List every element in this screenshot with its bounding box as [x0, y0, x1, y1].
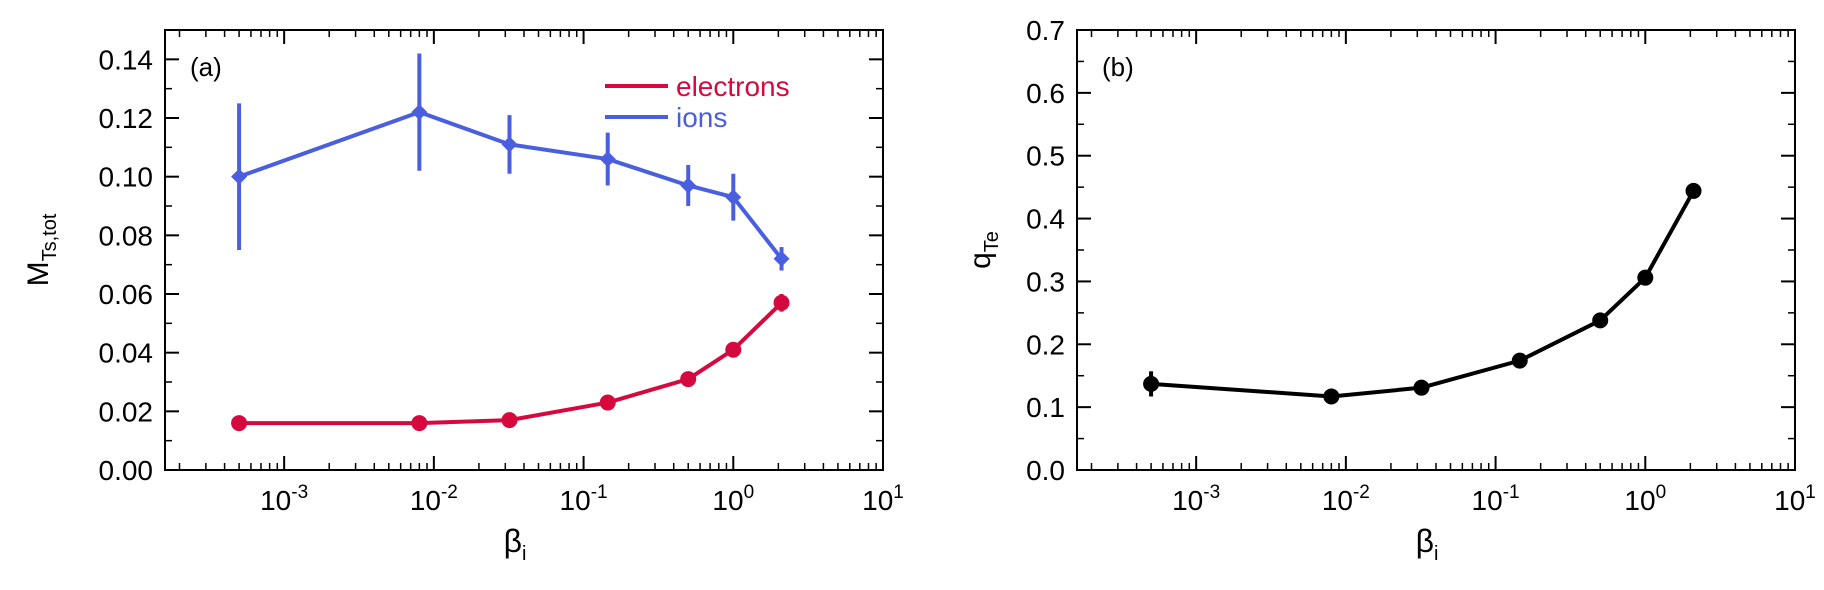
y-tick-label-a: 0.12: [99, 103, 154, 134]
y-tick-label-a: 0.02: [99, 396, 154, 427]
data-point-series-b: [1637, 269, 1654, 286]
data-marks-b: [1143, 182, 1702, 405]
x-tick-label-base: 10: [1172, 485, 1203, 516]
y-axis-label-b: qTe: [964, 231, 1003, 269]
y-axis-label-a-main: M: [22, 261, 55, 286]
data-point-electrons-a: [501, 412, 518, 429]
y-tick-label-a: 0.14: [99, 44, 154, 75]
x-axis-label-b-main: β: [1416, 523, 1434, 559]
data-point-ions-a: [411, 104, 428, 121]
x-tick-label-a: 100: [712, 482, 754, 516]
x-axis-label-b-sub: i: [1434, 543, 1438, 565]
data-point-series-b: [1511, 352, 1528, 369]
y-axis-label-a: MTs,tot: [22, 213, 61, 286]
x-tick-label-base: 10: [1774, 485, 1805, 516]
x-tick-label-base: 10: [1322, 485, 1353, 516]
y-tick-label-a: 0.04: [99, 338, 154, 369]
x-axis-label-a: βi: [504, 523, 527, 565]
y-axis-label-b-sub: Te: [981, 231, 1003, 252]
data-point-electrons-a: [411, 415, 428, 432]
data-point-ions-a: [680, 177, 697, 194]
data-point-electrons-a: [680, 371, 697, 388]
x-tick-label-exp: -1: [1503, 482, 1520, 503]
x-tick-label-a: 10-3: [260, 482, 308, 516]
x-axis-label-b: βi: [1416, 523, 1439, 565]
y-tick-label-b: 0.3: [1026, 266, 1065, 297]
axis-ticks-a: 10-3 10-2 10-1 100 1010.000.020.040.060.080.…: [99, 30, 904, 516]
y-tick-label-a: 0.08: [99, 220, 154, 251]
data-point-ions-a: [725, 189, 742, 206]
data-point-ions-a: [599, 151, 616, 168]
y-tick-label-a: 0.10: [99, 162, 154, 193]
y-tick-label-b: 0.6: [1026, 78, 1065, 109]
chart-panel-b: (b) qTe βi 10-3 10-2 10-1 100 1010.00.10.20.…: [964, 15, 1816, 565]
data-point-ions-a: [501, 136, 518, 153]
x-tick-label-b: 10-1: [1472, 482, 1520, 516]
x-tick-label-base: 10: [560, 485, 591, 516]
chart-panel-a: (a) MTs,tot βi 10-3 10-2 10-1 100 1010.000.0…: [22, 29, 904, 565]
x-axis-label-a-sub: i: [522, 543, 526, 565]
panel-label-a: (a): [190, 52, 222, 82]
data-point-series-b: [1413, 379, 1430, 396]
x-tick-label-base: 10: [260, 485, 291, 516]
data-marks-a: [231, 53, 790, 432]
y-tick-label-b: 0.0: [1026, 455, 1065, 486]
data-point-ions-a: [231, 168, 248, 185]
x-tick-label-exp: -3: [1203, 482, 1220, 503]
x-axis-label-a-main: β: [504, 523, 522, 559]
x-tick-label-a: 10-2: [410, 482, 458, 516]
x-tick-label-a: 10-1: [560, 482, 608, 516]
x-tick-label-a: 101: [862, 482, 904, 516]
x-tick-label-exp: -2: [1353, 482, 1370, 503]
data-point-series-b: [1592, 312, 1609, 329]
x-tick-label-b: 10-2: [1322, 482, 1370, 516]
svg-text:MTs,tot: MTs,tot: [22, 213, 61, 286]
svg-text:qTe: qTe: [964, 231, 1003, 269]
x-tick-label-b: 100: [1624, 482, 1666, 516]
x-tick-label-base: 10: [712, 485, 743, 516]
y-tick-label-b: 0.4: [1026, 204, 1065, 235]
y-tick-label-b: 0.1: [1026, 392, 1065, 423]
x-tick-label-base: 10: [1472, 485, 1503, 516]
x-tick-label-exp: 0: [744, 482, 755, 503]
x-tick-label-exp: -2: [441, 482, 458, 503]
x-tick-label-exp: 1: [893, 482, 904, 503]
data-point-series-b: [1323, 388, 1340, 405]
x-tick-label-exp: -3: [291, 482, 308, 503]
x-tick-label-exp: -1: [591, 482, 608, 503]
x-tick-label-base: 10: [1624, 485, 1655, 516]
series-line-electrons-a: [239, 301, 783, 426]
x-tick-label-exp: 0: [1656, 482, 1667, 503]
data-point-ions-a: [773, 250, 790, 267]
y-axis-label-a-sub: Ts,tot: [39, 213, 61, 261]
y-tick-label-a: 0.00: [99, 455, 154, 486]
data-point-electrons-a: [231, 415, 248, 432]
x-tick-label-b: 101: [1774, 482, 1816, 516]
series-line-series-b: [1150, 189, 1696, 399]
y-tick-label-a: 0.06: [99, 279, 154, 310]
data-point-electrons-a: [773, 294, 790, 311]
x-tick-label-base: 10: [862, 485, 893, 516]
y-axis-label-b-main: q: [964, 252, 997, 269]
panel-label-b: (b): [1102, 52, 1134, 82]
data-point-series-b: [1143, 375, 1160, 392]
axis-ticks-b: 10-3 10-2 10-1 100 1010.00.10.20.30.40.50.60…: [1026, 15, 1816, 516]
legend-label-ions: ions: [676, 102, 727, 133]
x-tick-label-b: 10-3: [1172, 482, 1220, 516]
y-tick-label-b: 0.2: [1026, 329, 1065, 360]
legend-label-electrons: electrons: [676, 71, 790, 102]
x-tick-label-exp: 1: [1805, 482, 1816, 503]
plot-frame-b: [1076, 29, 1796, 471]
data-point-electrons-a: [725, 341, 742, 358]
data-point-electrons-a: [599, 394, 616, 411]
legend-a: electrons ions: [605, 71, 790, 133]
data-point-series-b: [1685, 182, 1702, 199]
x-tick-label-base: 10: [410, 485, 441, 516]
y-tick-label-b: 0.7: [1026, 15, 1065, 46]
y-tick-label-b: 0.5: [1026, 141, 1065, 172]
